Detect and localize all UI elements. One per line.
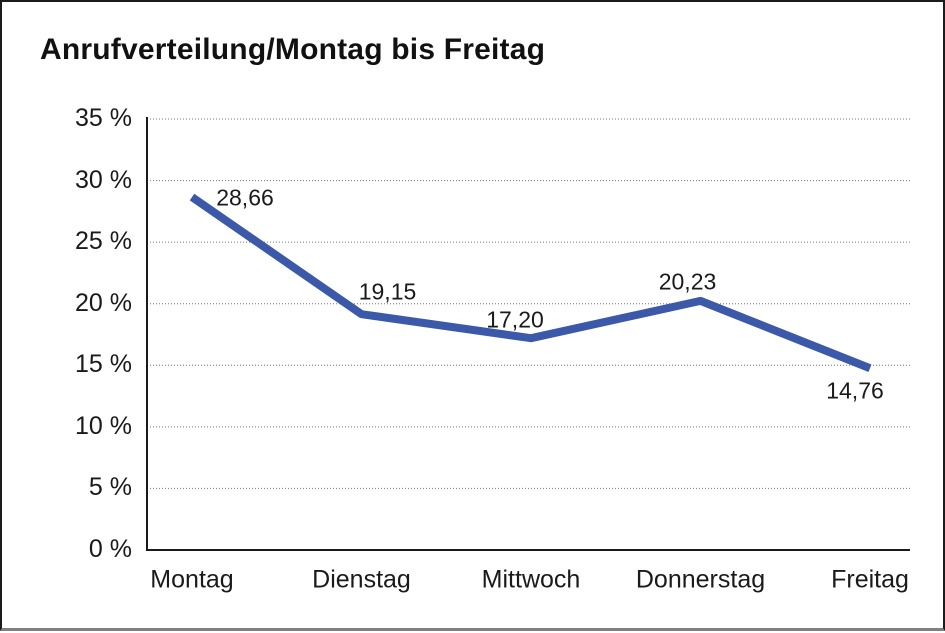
y-tick-label: 0 % (88, 534, 132, 563)
gridlines (147, 118, 910, 489)
y-tick-label: 15 % (75, 350, 132, 379)
y-tick-label: 35 % (75, 103, 132, 132)
y-tick-label: 10 % (75, 411, 132, 440)
chart-title: Anrufverteilung/Montag bis Freitag (40, 33, 546, 66)
series-line (189, 193, 872, 372)
x-tick-label: Montag (150, 565, 234, 594)
data-point-label: 14,76 (826, 377, 884, 404)
y-tick-label: 5 % (88, 473, 132, 502)
x-tick-label: Dienstag (312, 565, 411, 594)
data-point-label: 20,23 (658, 268, 717, 295)
data-point-label: 28,66 (216, 184, 274, 211)
x-tick-label: Donnerstag (635, 565, 766, 594)
x-tick-label: Freitag (831, 565, 909, 594)
data-point-label: 19,15 (358, 278, 417, 305)
x-tick-label: Mittwoch (481, 565, 581, 594)
y-tick-label: 20 % (75, 288, 132, 317)
data-point-label: 17,20 (486, 306, 544, 333)
y-tick-label: 25 % (75, 227, 132, 256)
y-tick-label: 30 % (75, 165, 132, 194)
